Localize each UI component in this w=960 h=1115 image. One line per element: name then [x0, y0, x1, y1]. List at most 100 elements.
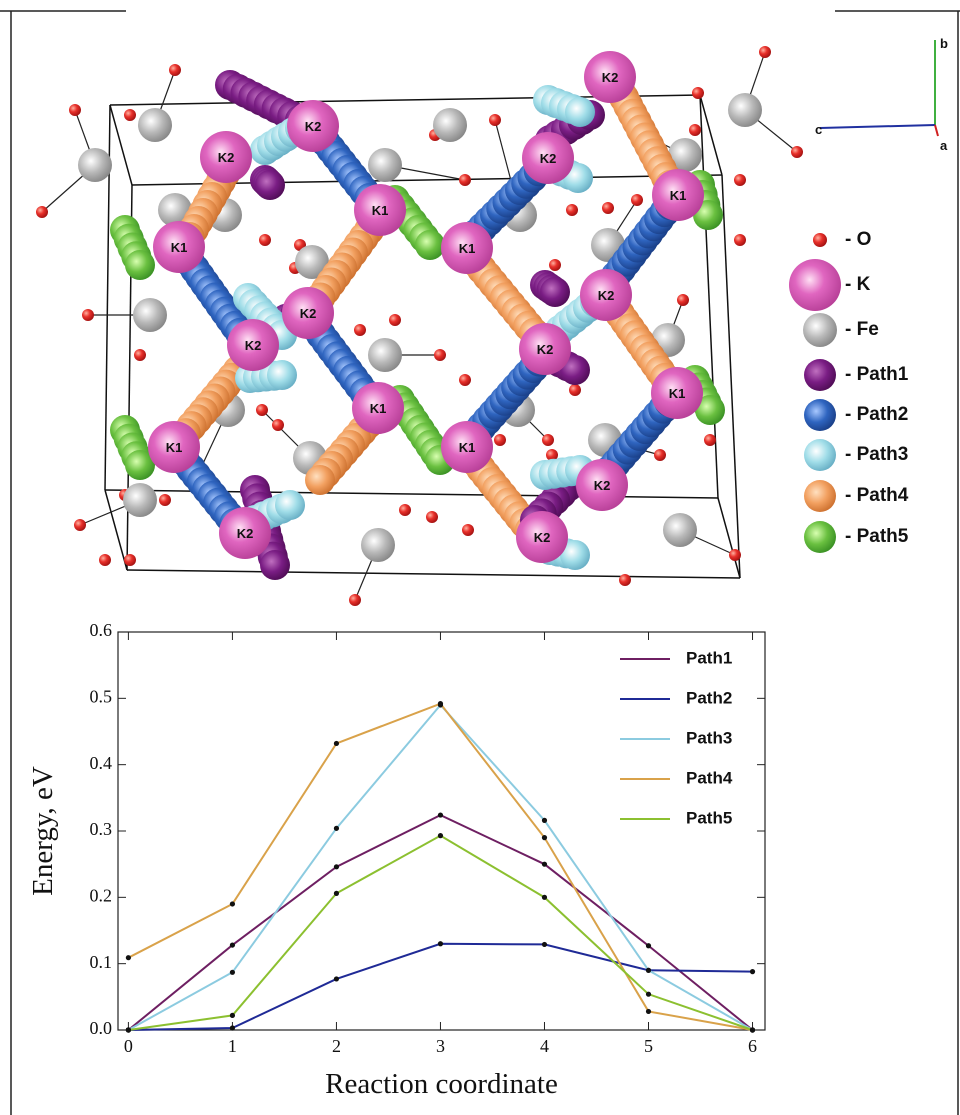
- legend-label: Path4: [686, 768, 733, 787]
- data-point: [333, 976, 340, 982]
- data-point: [437, 833, 444, 839]
- oxygen: [434, 349, 446, 361]
- oxygen: [704, 434, 716, 446]
- legend-swatch: [804, 359, 836, 391]
- path-atom: [125, 250, 155, 280]
- atom-label: K1: [669, 386, 686, 401]
- potassium: [148, 421, 200, 473]
- y-axis-title: Energy, eV: [27, 766, 59, 896]
- atom-label: K2: [300, 306, 317, 321]
- oxygen: [654, 449, 666, 461]
- cell-edge: [721, 174, 741, 579]
- oxygen: [36, 206, 48, 218]
- potassium: [153, 221, 205, 273]
- oxygen: [349, 594, 361, 606]
- oxygen: [69, 104, 81, 116]
- data-point: [541, 941, 548, 948]
- data-point: [229, 942, 236, 948]
- x-tick-label: 0: [124, 1036, 133, 1056]
- axis-a: [934, 124, 939, 137]
- series-line: [128, 834, 753, 1031]
- path-atom: [305, 465, 335, 495]
- x-tick-label: 5: [644, 1036, 653, 1056]
- oxygen: [389, 314, 401, 326]
- oxygen: [82, 309, 94, 321]
- y-tick-label: 0.0: [90, 1018, 113, 1038]
- oxygen: [354, 324, 366, 336]
- oxygen: [99, 554, 111, 566]
- path-atom: [125, 450, 155, 480]
- atom-label: K2: [237, 526, 254, 541]
- data-point: [229, 1025, 236, 1031]
- oxygen: [489, 114, 501, 126]
- oxygen: [259, 234, 271, 246]
- data-point: [749, 1027, 756, 1033]
- cell-edge: [717, 497, 741, 579]
- cell-edge: [699, 94, 723, 176]
- legend-label: Path1: [686, 648, 732, 667]
- potassium: [580, 269, 632, 321]
- x-tick-label: 4: [540, 1036, 549, 1056]
- potassium: [227, 319, 279, 371]
- atom-label: K2: [218, 150, 235, 165]
- iron: [133, 298, 167, 332]
- atom-label: K2: [537, 342, 554, 357]
- legend-label: - Path4: [845, 485, 909, 506]
- data-point: [125, 955, 132, 961]
- data-point: [541, 861, 548, 867]
- data-point: [645, 991, 652, 997]
- potassium: [354, 184, 406, 236]
- path-atom: [540, 277, 570, 307]
- data-point: [229, 901, 236, 907]
- legend-label: - Fe: [845, 319, 879, 340]
- data-point: [437, 701, 444, 707]
- iron: [361, 528, 395, 562]
- oxygen: [426, 511, 438, 523]
- oxygen: [734, 174, 746, 186]
- x-tick-label: 3: [436, 1036, 445, 1056]
- atom-label: K2: [540, 151, 557, 166]
- atom-label: K1: [166, 440, 183, 455]
- data-point: [541, 894, 548, 900]
- oxygen: [124, 554, 136, 566]
- atom-label: K1: [670, 188, 687, 203]
- crystal-structure: K2 K2 K2 K2 K2 K2 K2 K2 K2 K2 K2 K1 K1 K1 K1 K1 K1 K1 K1 b c…: [36, 36, 948, 606]
- legend-swatch: [804, 399, 836, 431]
- legend-label: Path5: [686, 808, 732, 827]
- axis-letter: a: [940, 138, 948, 153]
- oxygen: [74, 519, 86, 531]
- iron: [295, 245, 329, 279]
- potassium: [441, 222, 493, 274]
- oxygen: [734, 234, 746, 246]
- atom-label: K1: [459, 440, 476, 455]
- cell-edge: [109, 104, 133, 186]
- iron: [368, 338, 402, 372]
- legend-label: - Path2: [845, 404, 908, 425]
- oxygen: [759, 46, 771, 58]
- energy-chart: 0.0 0.1 0.2 0.3 0.4 0.5 0.6 0 1 2 3 4 5 6 Reaction coo…: [27, 620, 766, 1100]
- data-point: [437, 812, 444, 818]
- legend-swatch: [789, 259, 841, 311]
- potassium: [282, 287, 334, 339]
- potassium: [519, 323, 571, 375]
- iron: [138, 108, 172, 142]
- oxygen: [677, 294, 689, 306]
- path-atom: [267, 360, 297, 390]
- x-tick-label: 6: [748, 1036, 757, 1056]
- frame: [0, 10, 960, 1115]
- oxygen: [134, 349, 146, 361]
- oxygen: [631, 194, 643, 206]
- data-point: [333, 864, 340, 870]
- oxygen: [549, 259, 561, 271]
- oxygen: [542, 434, 554, 446]
- oxygen: [689, 124, 701, 136]
- legend-swatch: [813, 233, 827, 247]
- oxygen: [692, 87, 704, 99]
- oxygen: [399, 504, 411, 516]
- iron: [433, 108, 467, 142]
- y-tick-label: 0.6: [90, 620, 113, 640]
- oxygen: [791, 146, 803, 158]
- oxygen: [272, 419, 284, 431]
- oxygen: [169, 64, 181, 76]
